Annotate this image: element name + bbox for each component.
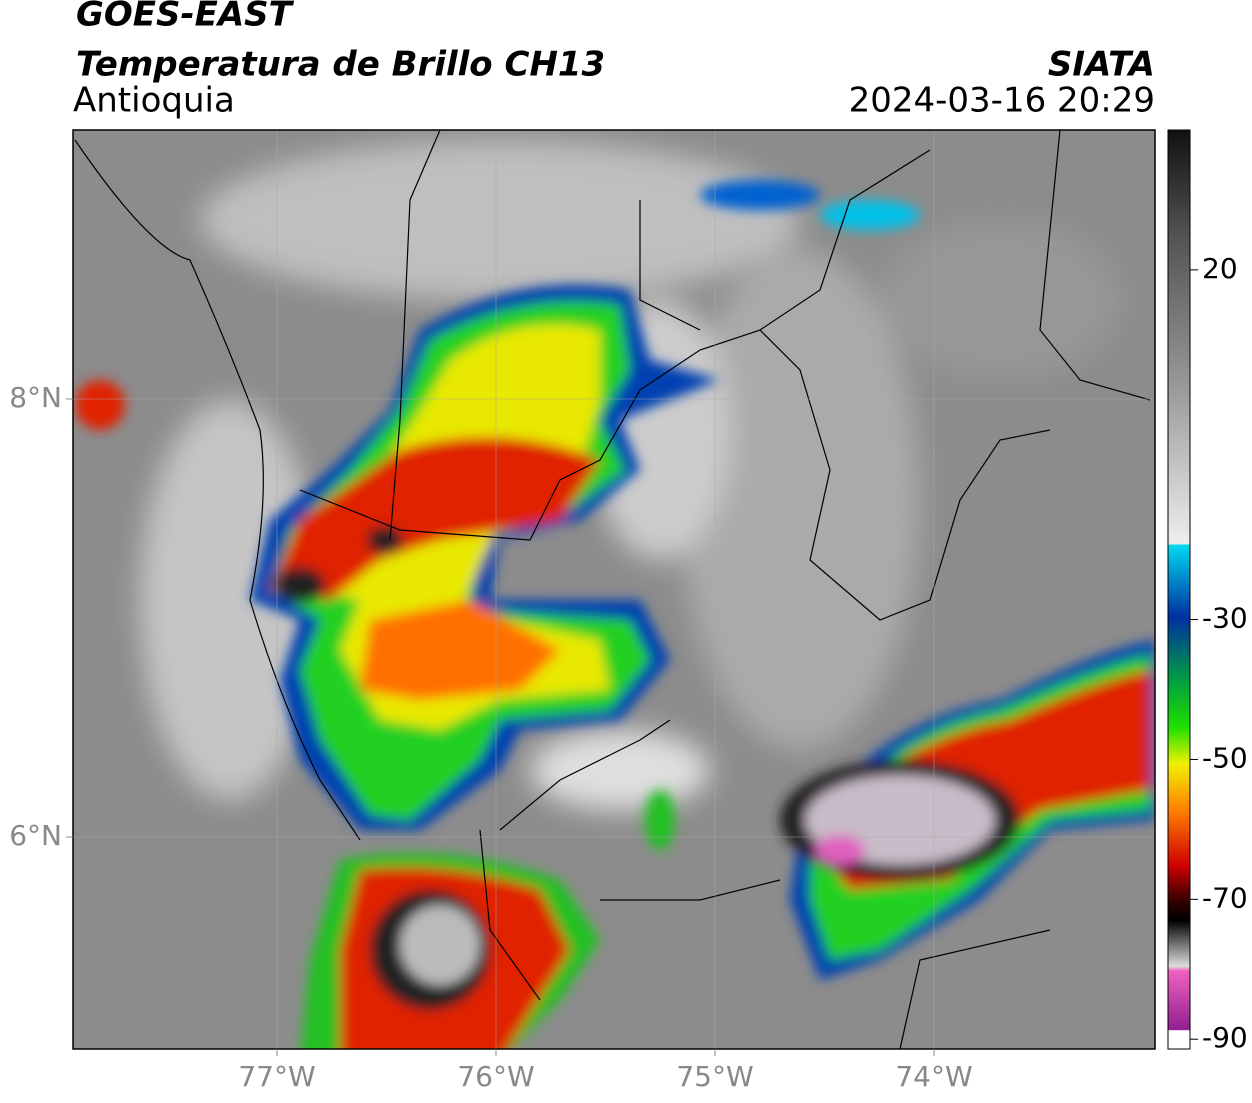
lon-label: 77°W: [238, 1060, 315, 1093]
product-title: Temperatura de Brillo CH13: [76, 45, 605, 85]
lon-label: 76°W: [457, 1060, 534, 1093]
lat-label: 6°N: [9, 819, 62, 852]
source: SIATA: [1048, 45, 1155, 85]
colorbar-tick-label: -90: [1202, 1021, 1248, 1054]
colorbar-tick-label: 20: [1202, 252, 1238, 285]
region: Antioquia: [73, 81, 235, 121]
lon-label: 74°W: [895, 1060, 972, 1093]
colorbar-tick-label: -70: [1202, 881, 1248, 914]
colorbar-tick-label: -30: [1202, 602, 1248, 635]
lat-label: 8°N: [9, 381, 62, 414]
colorbar-tick-label: -50: [1202, 741, 1248, 774]
graticule: [73, 130, 1155, 1049]
lon-label: 75°W: [676, 1060, 753, 1093]
map-frame: [72, 129, 1156, 1050]
colorbar: [1167, 129, 1191, 1050]
datetime: 2024-03-16 20:29: [849, 81, 1155, 121]
satellite-title: GOES-EAST: [76, 0, 295, 35]
satellite-image: [73, 130, 1155, 1049]
borders: [74, 130, 1151, 1049]
